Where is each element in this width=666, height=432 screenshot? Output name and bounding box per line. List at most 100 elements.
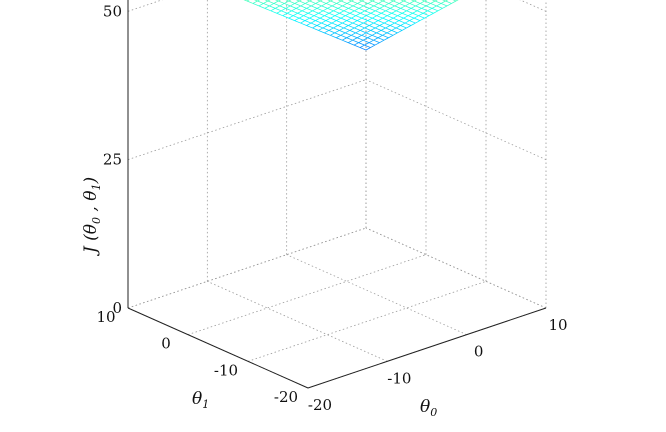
- mesh-segment: [385, 25, 391, 29]
- mesh-segment: [336, 20, 343, 24]
- wall-gridline: [127, 79, 367, 161]
- mesh-segment: [342, 39, 349, 43]
- mesh-segment: [348, 8, 355, 12]
- mesh-segment: [275, 8, 282, 12]
- mesh-segment: [330, 0, 334, 2]
- mesh-segment: [343, 27, 350, 31]
- mesh-segment: [413, 15, 419, 19]
- mesh-segment: [409, 0, 415, 4]
- wall-gridline: [365, 227, 547, 309]
- mesh-segment: [315, 17, 321, 21]
- mesh-segment: [369, 25, 376, 29]
- mesh-segment: [297, 10, 303, 14]
- mesh-segment: [382, 34, 389, 39]
- mesh-segment: [296, 5, 301, 9]
- mesh-segment: [436, 5, 443, 9]
- mesh-segment: [363, 3, 369, 7]
- mesh-segment: [361, 0, 365, 2]
- mesh-segment: [376, 32, 383, 36]
- mesh-segment: [356, 34, 362, 39]
- mesh-segment: [434, 0, 442, 4]
- mesh-segment: [393, 0, 396, 2]
- y-tick-label: -10: [214, 361, 238, 379]
- mesh-segment: [321, 20, 327, 24]
- mesh-segment: [328, 10, 334, 14]
- mesh-segment: [316, 8, 324, 12]
- mesh-segment: [367, 37, 374, 41]
- mesh-segment: [440, 0, 446, 4]
- mesh-segment: [416, 10, 424, 14]
- mesh-segment: [352, 20, 358, 24]
- y-tick-label: 10: [96, 308, 115, 326]
- mesh-segment: [312, 27, 319, 31]
- mesh-segment: [322, 8, 328, 12]
- mesh-segment: [354, 25, 359, 29]
- mesh-segment: [419, 17, 425, 21]
- mesh-segment: [380, 30, 388, 34]
- mesh-segment: [307, 12, 315, 17]
- mesh-segment: [269, 3, 275, 7]
- mesh-segment: [303, 12, 309, 17]
- mesh-segment: [362, 37, 368, 41]
- mesh-segment: [368, 42, 376, 46]
- mesh-segment: [391, 12, 398, 17]
- mesh-segment: [391, 30, 398, 34]
- mesh-segment: [321, 5, 328, 9]
- mesh-segment: [285, 0, 289, 2]
- mesh-segment: [364, 10, 371, 14]
- mesh-segment: [369, 8, 376, 12]
- mesh-segment: [353, 44, 361, 48]
- mesh-segment: [276, 12, 283, 17]
- y-axis-line: [127, 307, 309, 389]
- mesh-segment: [390, 8, 397, 12]
- mesh-segment: [319, 0, 323, 2]
- mesh-segment: [360, 27, 365, 31]
- mesh-segment: [340, 0, 344, 2]
- mesh-segment: [382, 32, 388, 36]
- mesh-segment: [387, 15, 394, 19]
- mesh-segment: [300, 20, 306, 24]
- mesh-segment: [358, 39, 364, 43]
- mesh-segment: [327, 8, 334, 12]
- mesh-segment: [319, 17, 327, 21]
- mesh-segment: [351, 0, 355, 2]
- mesh-segment: [393, 17, 400, 21]
- mesh-segment: [347, 39, 353, 43]
- mesh-segment: [357, 17, 362, 21]
- floor-gridline: [187, 254, 427, 336]
- mesh-segment: [394, 3, 400, 7]
- mesh-segment: [298, 15, 304, 19]
- floor-gridline: [365, 227, 547, 309]
- mesh-segment: [345, 15, 352, 19]
- mesh-segment: [315, 3, 322, 7]
- mesh-segment: [325, 20, 333, 24]
- mesh-segment: [388, 17, 394, 21]
- mesh-segment: [367, 3, 374, 7]
- mesh-segment: [257, 0, 264, 4]
- mesh-segment: [330, 34, 337, 39]
- mesh-segment: [358, 25, 365, 29]
- mesh-segment: [361, 34, 368, 39]
- mesh-segment: [371, 32, 377, 36]
- mesh-segment: [361, 0, 369, 4]
- mesh-segment: [409, 20, 416, 24]
- mesh-segment: [337, 8, 345, 12]
- mesh-segment: [310, 20, 316, 24]
- mesh-segment: [387, 12, 392, 17]
- mesh-segment: [386, 32, 394, 36]
- mesh-segment: [385, 8, 391, 12]
- mesh-segment: [404, 20, 410, 24]
- mesh-segment: [281, 8, 286, 12]
- mesh-segment: [336, 3, 343, 7]
- mesh-segment: [397, 30, 403, 34]
- mesh-segment: [360, 12, 367, 17]
- mesh-segment: [339, 12, 346, 17]
- mesh-segment: [349, 27, 355, 31]
- mesh-segment: [352, 3, 358, 7]
- mesh-segment: [430, 0, 436, 4]
- mesh-segment: [339, 27, 344, 31]
- mesh-segment: [407, 12, 413, 17]
- mesh-segment: [354, 27, 361, 31]
- mesh-segment: [243, 0, 248, 2]
